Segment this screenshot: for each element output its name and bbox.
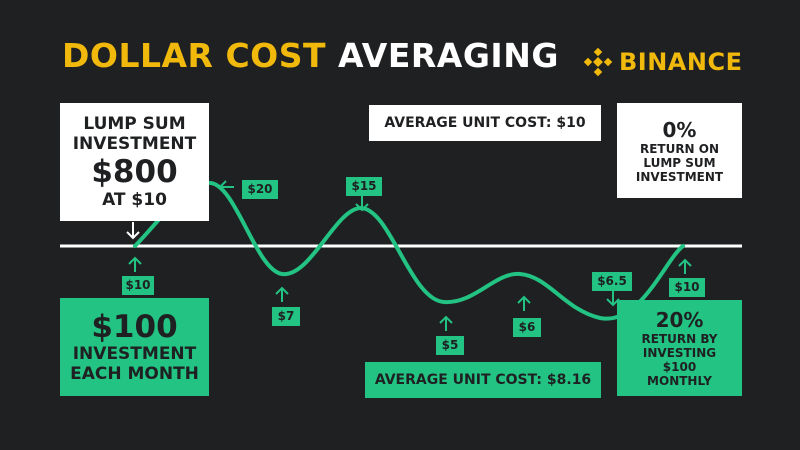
lump-sum-line-1: LUMP SUM [83, 114, 186, 134]
price-label: $15 [346, 177, 382, 196]
return-dca-line-1: RETURN BY [641, 332, 718, 346]
arrow-down-icon [355, 196, 369, 212]
price-label: $10 [122, 276, 154, 295]
title-part-2: AVERAGING [338, 36, 559, 75]
page-title: DOLLAR COST AVERAGING [62, 36, 559, 75]
arrow-up-icon [128, 256, 142, 272]
title-part-1: DOLLAR COST [62, 36, 326, 75]
return-lump-box: 0% RETURN ON LUMP SUM INVESTMENT [617, 103, 742, 198]
lump-sum-line-2: INVESTMENT [72, 134, 197, 154]
price-label: $20 [242, 180, 278, 199]
arrow-up-icon [439, 315, 453, 331]
binance-logo: BINANCE [583, 44, 743, 80]
price-label: $10 [669, 278, 705, 297]
arrow-up-icon [517, 295, 531, 311]
avg-cost-lump-text: AVERAGE UNIT COST: $10 [384, 115, 586, 131]
arrow-up-icon [678, 258, 692, 274]
avg-cost-lump-box: AVERAGE UNIT COST: $10 [369, 105, 601, 141]
avg-cost-dca-text: AVERAGE UNIT COST: $8.16 [374, 372, 592, 388]
return-dca-value: 20% [655, 308, 704, 332]
lump-sum-line-3: AT $10 [102, 190, 167, 210]
monthly-investment-box: $100 INVESTMENT EACH MONTH [60, 298, 209, 396]
lump-sum-box: LUMP SUM INVESTMENT $800 AT $10 [60, 103, 209, 221]
price-label: $7 [272, 307, 300, 326]
binance-diamond-icon [583, 47, 613, 77]
avg-cost-dca-box: AVERAGE UNIT COST: $8.16 [365, 362, 601, 398]
price-label: $5 [436, 336, 464, 355]
return-dca-line-2: INVESTING [642, 346, 717, 360]
lump-sum-amount: $800 [91, 154, 178, 190]
price-label: $6 [513, 318, 541, 337]
monthly-line-1: INVESTMENT [72, 344, 197, 364]
arrow-lump-down-icon [126, 222, 140, 240]
arrow-up-icon [275, 286, 289, 302]
monthly-amount: $100 [91, 309, 178, 345]
return-dca-line-3: $100 [662, 360, 697, 374]
monthly-line-2: EACH MONTH [70, 364, 199, 384]
price-label: $6.5 [592, 272, 632, 291]
return-dca-box: 20% RETURN BY INVESTING $100 MONTHLY [617, 300, 742, 396]
arrow-left-icon [218, 180, 234, 194]
return-dca-line-4: MONTHLY [647, 374, 712, 388]
return-lump-line-2: LUMP SUM [643, 155, 716, 170]
brand-name: BINANCE [619, 48, 743, 76]
return-lump-line-1: RETURN ON [639, 141, 720, 156]
price-curve [133, 181, 685, 321]
return-lump-line-3: INVESTMENT [635, 169, 724, 184]
return-lump-value: 0% [662, 117, 697, 142]
